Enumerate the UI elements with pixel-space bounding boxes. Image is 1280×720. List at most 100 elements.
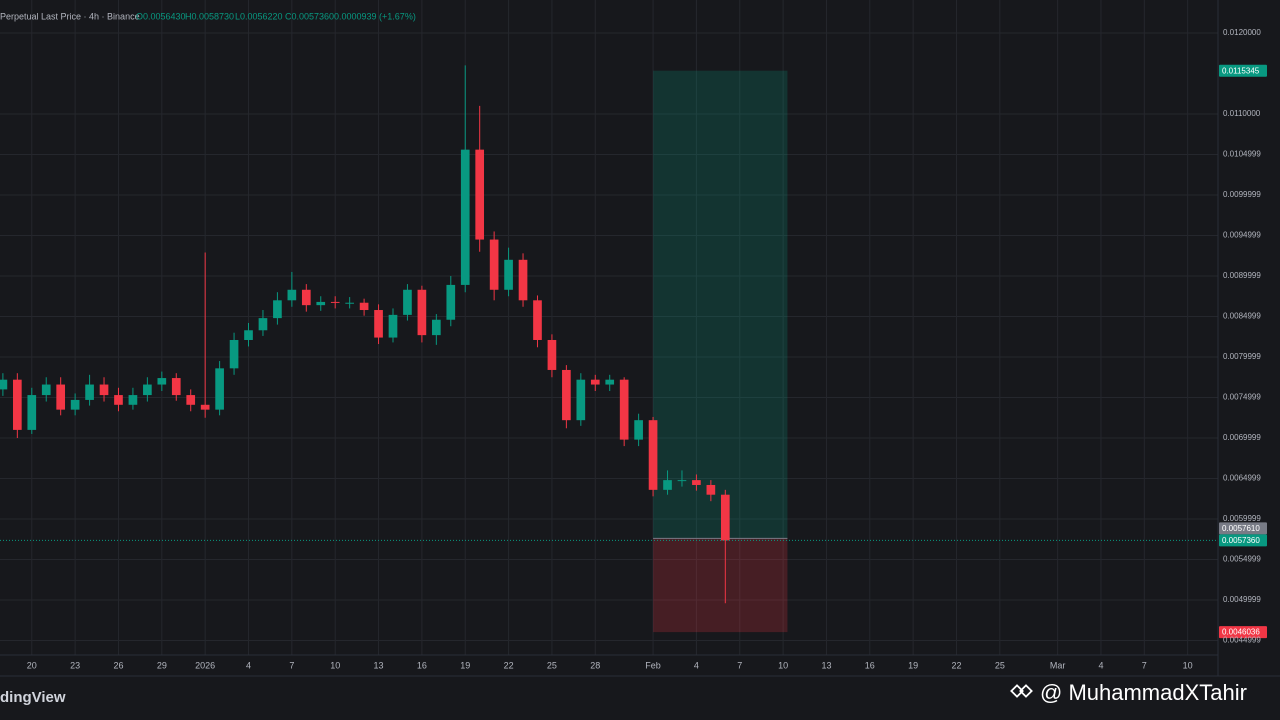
candle-body (518, 259, 528, 301)
x-tick-label: 28 (590, 660, 600, 670)
candle-body (648, 420, 658, 490)
candle-body (56, 384, 66, 410)
y-tick-label: 0.0089999 (1223, 271, 1261, 280)
x-tick-label: 7 (1142, 660, 1147, 670)
y-tick-label: 0.0044999 (1223, 636, 1261, 645)
candle-body (85, 384, 94, 400)
x-tick-label: Mar (1050, 660, 1066, 670)
x-tick-label: 10 (778, 660, 788, 670)
x-tick-label: 19 (460, 660, 470, 670)
candle-body (475, 149, 485, 240)
candle-body (692, 480, 701, 485)
candle-body (330, 301, 340, 303)
watermark: @ MuhammadXTahir (1040, 680, 1247, 705)
candle-body (215, 368, 224, 410)
last-price-label-box (1219, 534, 1267, 547)
candle-body (229, 339, 239, 369)
candle-body (41, 384, 51, 396)
legend-change: 0.0000939 (+1.67%) (334, 11, 416, 21)
candle-body (547, 339, 557, 370)
candle-body (157, 378, 167, 385)
x-tick-label: 13 (374, 660, 384, 670)
candle-body (99, 384, 109, 396)
x-tick-label: 23 (70, 660, 80, 670)
y-tick-label: 0.0064999 (1223, 474, 1261, 483)
x-tick-label: 22 (951, 660, 961, 670)
candle-body (316, 301, 326, 306)
candle-body (70, 399, 80, 410)
candle-body (619, 379, 629, 440)
candle-body (720, 494, 730, 541)
x-tick-label: 7 (737, 660, 742, 670)
candle-body (605, 379, 615, 385)
stop-label-box (1219, 626, 1267, 639)
x-tick-label: Feb (645, 660, 661, 670)
candle-body (432, 319, 441, 336)
y-tick-label: 0.0059999 (1223, 514, 1261, 523)
x-tick-label: 19 (908, 660, 918, 670)
candle-body (576, 379, 586, 421)
candle-body (663, 480, 672, 490)
candle-body (114, 395, 123, 405)
candle-body (143, 384, 152, 396)
x-tick-label: 25 (995, 660, 1005, 670)
legend-open: O0.0056430 (136, 11, 186, 21)
y-tick-label: 0.0120000 (1223, 28, 1261, 37)
y-tick-label: 0.0079999 (1223, 352, 1261, 361)
y-tick-label: 0.0094999 (1223, 231, 1261, 240)
y-tick-label: 0.0074999 (1223, 393, 1261, 402)
x-tick-label: 16 (865, 660, 875, 670)
x-tick-label: 10 (1183, 660, 1193, 670)
candle-body (677, 480, 687, 482)
y-tick-label: 0.0049999 (1223, 595, 1261, 604)
candle-body (417, 289, 427, 336)
x-tick-label: 4 (1098, 660, 1103, 670)
candle-body (200, 404, 210, 410)
x-tick-label: 4 (694, 660, 699, 670)
target-label: 0.0115345 (1222, 66, 1260, 75)
stop-label: 0.0046036 (1222, 628, 1260, 637)
y-tick-label: 0.0110000 (1223, 109, 1261, 118)
candle-body (301, 289, 311, 306)
candle-body (171, 378, 181, 396)
y-tick-label: 0.0054999 (1223, 555, 1261, 564)
y-tick-label: 0.0099999 (1223, 190, 1261, 199)
entry-label-box (1219, 522, 1267, 535)
candle-body (504, 259, 513, 290)
loss-zone (653, 538, 788, 633)
candle-body (403, 289, 412, 315)
last-price-label: 0.0057360 (1222, 536, 1260, 545)
y-tick-label: 0.0084999 (1223, 312, 1261, 321)
target-label-box (1219, 64, 1267, 77)
candle-body (258, 318, 268, 331)
candle-body (388, 314, 398, 338)
candle-body (27, 395, 37, 430)
profit-zone (653, 70, 788, 539)
candle-body (13, 379, 22, 430)
candle-body (128, 395, 138, 405)
x-tick-label: 20 (27, 660, 37, 670)
legend-high: H0.0058730 (185, 11, 234, 21)
x-tick-label: 13 (821, 660, 831, 670)
legend-symbol: Perpetual Last Price · 4h · Binance (0, 11, 140, 21)
candle-body (345, 302, 354, 304)
candle-body (590, 379, 600, 385)
x-tick-label: 4 (246, 660, 251, 670)
y-tick-label: 0.0104999 (1223, 150, 1261, 159)
x-tick-label: 25 (547, 660, 557, 670)
candle-body (706, 484, 716, 495)
x-tick-label: 7 (289, 660, 294, 670)
x-tick-label: 29 (157, 660, 167, 670)
candle-body (244, 330, 253, 340)
entry-label: 0.0057610 (1222, 524, 1260, 533)
x-tick-label: 22 (504, 660, 514, 670)
x-tick-label: 26 (113, 660, 123, 670)
candle-body (374, 310, 383, 338)
x-tick-label: 2026 (195, 660, 215, 670)
candle-body (634, 420, 643, 440)
candle-body (273, 300, 282, 319)
brand: dingView (0, 689, 66, 706)
candle-body (562, 369, 571, 421)
